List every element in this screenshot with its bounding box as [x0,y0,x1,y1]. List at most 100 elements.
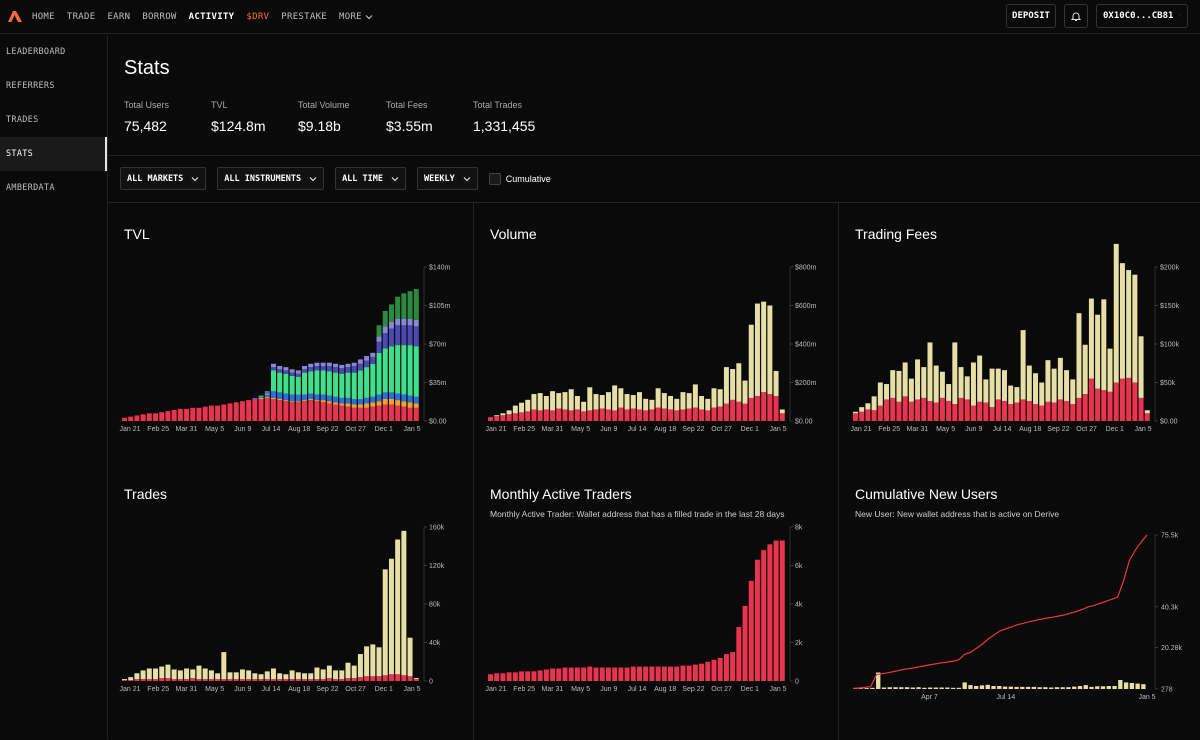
sidebar-item-trades[interactable]: TRADES [6,115,39,125]
sidebar-item-amberdata[interactable]: AMBERDATA [6,183,55,193]
bar-red [661,666,667,681]
bar-cream [989,368,995,408]
bar-cream [1113,243,1119,383]
bar-red [1144,413,1150,421]
bar-red [1020,399,1026,421]
bar-indigo [382,333,388,349]
bar-red [1033,404,1039,421]
bar-cream [1064,370,1070,401]
bar-red [302,401,308,421]
bar-new-users [985,684,990,689]
x-tick-label: Jun 9 [600,426,617,433]
bar-cream [252,673,258,680]
bar-red [730,399,736,421]
bar-cream [500,413,506,416]
bar-red [512,413,518,421]
bar-cream [1119,263,1125,379]
bar-red [153,413,159,421]
bar-cream [730,369,736,400]
sidebar-item-leaderboard[interactable]: LEADERBOARD [6,47,66,57]
nav-home[interactable]: HOME [32,11,55,22]
nav-more[interactable]: MORE [339,12,373,22]
nav-activity[interactable]: ACTIVITY [188,11,235,22]
bar-cream [939,371,945,398]
bar-red [711,659,717,681]
nav-earn[interactable]: EARN [107,11,131,22]
bar-orange [345,403,351,407]
chevron-down-icon [463,176,471,181]
bar-lavender [395,318,401,326]
bar-orange [302,400,308,402]
cumulative-toggle[interactable]: Cumulative [488,172,551,185]
bar-new-users [1135,683,1140,689]
bar-cream [637,392,642,410]
sidebar-item-stats[interactable]: STATS [0,137,107,171]
wallet-button[interactable]: 0X10C0...CB81 [1096,4,1188,28]
notifications-button[interactable] [1064,4,1088,28]
bar-new-users [974,686,979,689]
y-tick-label: 120k [429,563,445,570]
bar-red [271,399,276,421]
cumulative-checkbox[interactable] [488,172,501,185]
bar-red [202,406,208,421]
bar-cream [239,669,245,680]
interval-select[interactable]: WEEKLY [417,167,478,190]
bar-red [865,409,871,421]
deposit-button[interactable]: DEPOSIT [1006,4,1056,28]
bar-red [699,663,705,681]
bar-cream [933,365,939,403]
mat-chart: 8k 6k 4k 2k 0 Jan 21 Feb 25 Mar 31 May 5 Jun 9 Jul… [485,525,802,694]
bar-new-users [881,687,887,689]
bar-mint [264,393,270,395]
bar-cream [1057,357,1063,400]
bar-red [239,679,245,681]
derive-logo-icon[interactable] [8,10,22,24]
y-tick-label: $200k [1160,265,1180,272]
nav-borrow[interactable]: BORROW [142,11,177,22]
bar-indigo [376,341,382,353]
bar-red [624,667,630,681]
fees-panel: Trading Fees $200k $150k $100k $50k $0.00 Jan… [839,203,1200,471]
bar-red [853,413,858,421]
time-select[interactable]: ALL TIME [335,167,407,190]
bar-red [680,409,686,421]
nav-prestake[interactable]: PRESTAKE [281,11,328,22]
bar-cream [395,539,401,675]
bar-red [562,409,568,421]
bar-cream [908,378,914,402]
bar-cream [519,402,525,413]
bar-new-users [876,672,881,689]
bar-red [995,399,1001,421]
bar-cream [674,398,680,411]
x-tick-label: Sep 22 [682,686,704,693]
bar-indigo [264,392,270,394]
y-tick-label: $50k [1160,380,1176,387]
y-tick-label: $800m [795,265,817,272]
y-tick-label: 80k [429,602,441,609]
bar-cream [531,394,537,410]
bar-indigo [302,369,308,373]
bar-red [1064,400,1070,421]
bar-red [742,403,748,421]
bar-new-users [1106,686,1111,689]
bar-orange [271,397,276,399]
nav-trade[interactable]: TRADE [66,11,96,22]
bar-red [754,559,760,681]
nav-drv[interactable]: $DRV [246,11,270,22]
bar-cream [326,665,332,679]
bar-cream [742,380,748,404]
x-tick-label: Aug 18 [654,426,676,433]
bar-red [859,411,865,421]
markets-select[interactable]: ALL MARKETS [120,167,207,190]
sidebar-item-referrers[interactable]: REFERRERS [6,81,55,91]
bar-new-users [1112,686,1117,689]
bar-cream [289,670,295,680]
bar-new-users [1060,687,1065,689]
bar-indigo [283,370,289,374]
bar-indigo [345,367,351,373]
instruments-select[interactable]: ALL INSTRUMENTS [217,167,325,190]
chart-title: Trading Fees [855,226,937,242]
bar-red [537,670,543,681]
fees-chart: $200k $150k $100k $50k $0.00 Jan 21 Feb 25 Mar … [850,243,1180,433]
bar-orange [295,401,301,403]
